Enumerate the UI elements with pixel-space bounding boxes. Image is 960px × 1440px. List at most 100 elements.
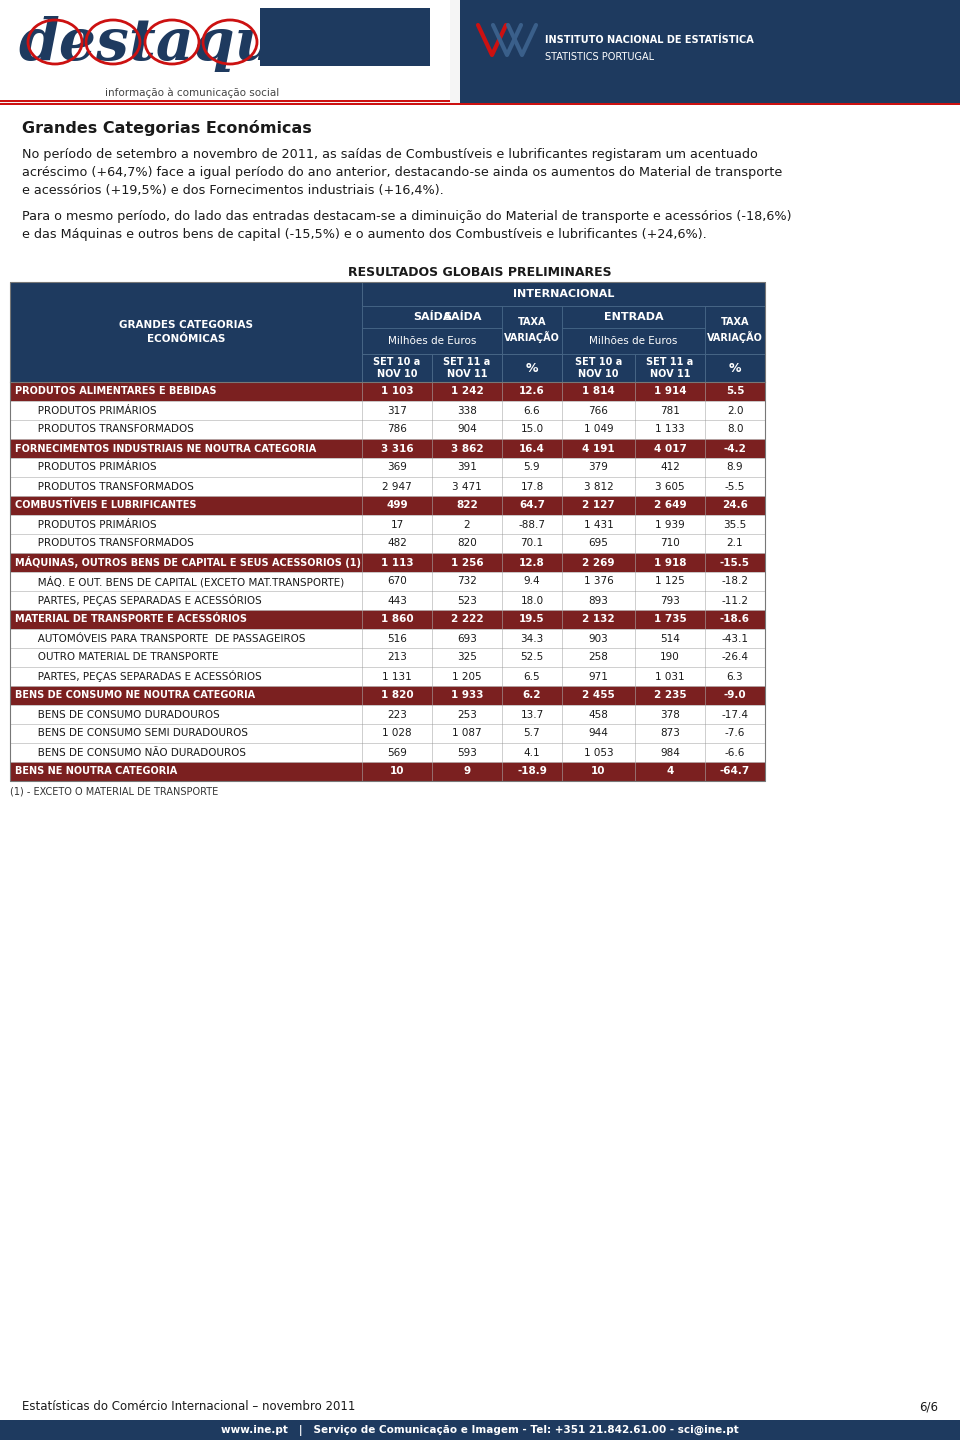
Text: -43.1: -43.1 — [722, 634, 749, 644]
Text: -7.6: -7.6 — [725, 729, 745, 739]
Bar — [10, 743, 765, 762]
Bar — [10, 629, 765, 648]
Text: (1) - EXCETO O MATERIAL DE TRANSPORTE: (1) - EXCETO O MATERIAL DE TRANSPORTE — [10, 788, 218, 796]
Text: INTERNACIONAL: INTERNACIONAL — [513, 289, 614, 300]
Text: 4 017: 4 017 — [654, 444, 686, 454]
Text: 904: 904 — [457, 425, 477, 435]
Bar — [10, 685, 765, 706]
Bar — [10, 495, 765, 516]
Text: PRODUTOS PRIMÁRIOS: PRODUTOS PRIMÁRIOS — [28, 520, 156, 530]
Text: 2 127: 2 127 — [582, 501, 614, 511]
Text: TAXA
VARIAÇÃO: TAXA VARIAÇÃO — [504, 317, 560, 343]
Bar — [502, 354, 562, 382]
Text: PARTES, PEÇAS SEPARADAS E ACESSÓRIOS: PARTES, PEÇAS SEPARADAS E ACESSÓRIOS — [28, 595, 262, 606]
Text: -64.7: -64.7 — [720, 766, 750, 776]
Text: 325: 325 — [457, 652, 477, 662]
Text: 5.7: 5.7 — [524, 729, 540, 739]
Bar — [432, 354, 502, 382]
Text: 17: 17 — [391, 520, 403, 530]
Text: 3 812: 3 812 — [584, 481, 613, 491]
Bar — [562, 307, 705, 354]
Text: 15.0: 15.0 — [520, 425, 543, 435]
Text: 35.5: 35.5 — [724, 520, 747, 530]
Text: Para o mesmo período, do lado das entradas destacam-se a diminuição do Material : Para o mesmo período, do lado das entrad… — [22, 210, 791, 223]
Text: 482: 482 — [387, 539, 407, 549]
Text: 4: 4 — [666, 766, 674, 776]
Text: 9.4: 9.4 — [524, 576, 540, 586]
Text: 70.1: 70.1 — [520, 539, 543, 549]
Bar — [900, 0, 960, 105]
Text: 8.9: 8.9 — [727, 462, 743, 472]
Text: 3 862: 3 862 — [450, 444, 483, 454]
Text: 412: 412 — [660, 462, 680, 472]
Text: -17.4: -17.4 — [722, 710, 749, 720]
Bar — [705, 307, 765, 354]
Bar — [362, 354, 432, 382]
Text: 1 918: 1 918 — [654, 557, 686, 567]
Text: SET 10 a
NOV 10: SET 10 a NOV 10 — [575, 357, 622, 379]
Bar — [10, 282, 765, 780]
Bar — [10, 400, 765, 420]
Text: 317: 317 — [387, 406, 407, 416]
Text: 5.9: 5.9 — [524, 462, 540, 472]
Text: acréscimo (+64,7%) face a igual período do ano anterior, destacando-se ainda os : acréscimo (+64,7%) face a igual período … — [22, 166, 782, 179]
Bar — [10, 648, 765, 667]
Text: 766: 766 — [588, 406, 609, 416]
Text: 820: 820 — [457, 539, 477, 549]
Bar — [10, 382, 765, 400]
Text: 2.0: 2.0 — [727, 406, 743, 416]
Bar — [460, 0, 960, 105]
Text: 1 376: 1 376 — [584, 576, 613, 586]
Text: PRODUTOS TRANSFORMADOS: PRODUTOS TRANSFORMADOS — [28, 481, 194, 491]
Text: 1 125: 1 125 — [655, 576, 684, 586]
Text: 12.8: 12.8 — [519, 557, 545, 567]
Text: No período de setembro a novembro de 2011, as saídas de Combustíveis e lubrifica: No período de setembro a novembro de 201… — [22, 148, 757, 161]
Text: 34.3: 34.3 — [520, 634, 543, 644]
Text: BENS DE CONSUMO SEMI DURADOUROS: BENS DE CONSUMO SEMI DURADOUROS — [28, 729, 248, 739]
Text: 1 113: 1 113 — [381, 557, 414, 567]
Text: Grandes Categorias Económicas: Grandes Categorias Económicas — [22, 120, 312, 135]
Text: 2 269: 2 269 — [583, 557, 614, 567]
Text: 378: 378 — [660, 710, 680, 720]
Text: MÁQUINAS, OUTROS BENS DE CAPITAL E SEUS ACESSORIOS (1): MÁQUINAS, OUTROS BENS DE CAPITAL E SEUS … — [15, 556, 361, 569]
Text: 781: 781 — [660, 406, 680, 416]
Text: OUTRO MATERIAL DE TRANSPORTE: OUTRO MATERIAL DE TRANSPORTE — [28, 652, 219, 662]
Bar — [0, 104, 960, 105]
Text: 2 455: 2 455 — [582, 691, 614, 700]
Text: 984: 984 — [660, 747, 680, 757]
Bar — [635, 354, 705, 382]
Text: 569: 569 — [387, 747, 407, 757]
Text: 1 087: 1 087 — [452, 729, 482, 739]
Text: 944: 944 — [588, 729, 609, 739]
Text: 1 735: 1 735 — [654, 615, 686, 625]
Text: 793: 793 — [660, 596, 680, 605]
Text: 4.1: 4.1 — [524, 747, 540, 757]
Text: -6.6: -6.6 — [725, 747, 745, 757]
Bar — [10, 762, 765, 780]
Text: 1 860: 1 860 — [381, 615, 414, 625]
Text: 593: 593 — [457, 747, 477, 757]
Text: 1 242: 1 242 — [450, 386, 484, 396]
Bar — [0, 99, 450, 102]
Text: PRODUTOS PRIMÁRIOS: PRODUTOS PRIMÁRIOS — [28, 406, 156, 416]
Text: 1 049: 1 049 — [584, 425, 613, 435]
Text: SET 11 a
NOV 11: SET 11 a NOV 11 — [646, 357, 694, 379]
Text: 3 605: 3 605 — [655, 481, 684, 491]
Text: -11.2: -11.2 — [722, 596, 749, 605]
Text: 1 028: 1 028 — [382, 729, 412, 739]
Text: -9.0: -9.0 — [724, 691, 746, 700]
Text: 971: 971 — [588, 671, 609, 681]
Bar — [362, 282, 765, 307]
Text: 443: 443 — [387, 596, 407, 605]
Bar — [10, 572, 765, 590]
Text: 18.0: 18.0 — [520, 596, 543, 605]
Text: 5.5: 5.5 — [726, 386, 744, 396]
Text: 16.4: 16.4 — [519, 444, 545, 454]
Text: 4 191: 4 191 — [582, 444, 614, 454]
Text: %: % — [729, 361, 741, 374]
Text: 873: 873 — [660, 729, 680, 739]
Text: 6.3: 6.3 — [727, 671, 743, 681]
Bar — [362, 328, 502, 354]
Text: 903: 903 — [588, 634, 609, 644]
Bar — [260, 9, 430, 66]
